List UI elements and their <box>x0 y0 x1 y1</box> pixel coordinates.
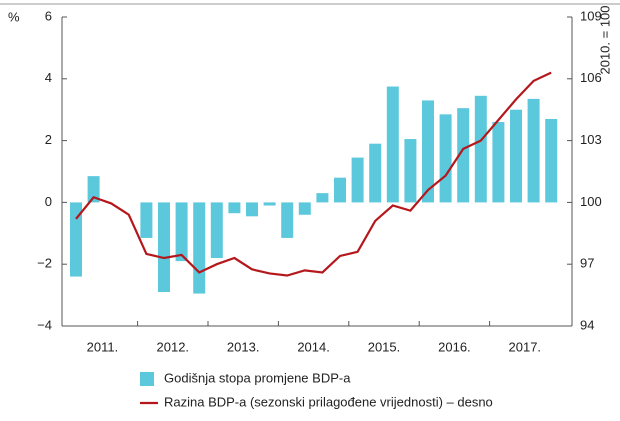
bar <box>457 108 470 203</box>
bar <box>281 202 294 238</box>
y2-tick-label: 94 <box>580 317 594 332</box>
y2-tick-label: 100 <box>580 194 602 209</box>
legend-swatch <box>140 372 154 386</box>
bar <box>386 86 399 203</box>
y2-tick-label: 109 <box>580 8 602 23</box>
bar <box>492 122 505 203</box>
bar <box>545 118 558 203</box>
x-year-label: 2014. <box>297 339 330 354</box>
bar <box>474 95 487 203</box>
x-year-label: 2011. <box>87 339 119 354</box>
y-unit: % <box>8 9 20 24</box>
y-tick-label: 0 <box>45 194 52 209</box>
y2-tick-label: 103 <box>580 132 602 147</box>
bar <box>404 139 417 203</box>
x-year-label: 2016. <box>438 339 471 354</box>
x-year-label: 2013. <box>227 339 260 354</box>
y-tick-label: 2 <box>45 132 52 147</box>
y-tick-label: 6 <box>45 8 52 23</box>
y-tick-label: 4 <box>45 70 52 85</box>
bar <box>158 202 170 293</box>
bar <box>193 202 206 294</box>
line <box>75 71 552 277</box>
bar <box>351 157 364 203</box>
bar <box>422 100 434 203</box>
bar <box>228 202 241 214</box>
bar <box>87 176 100 203</box>
bar <box>510 109 522 203</box>
x-year-label: 2012. <box>157 339 190 354</box>
legend-label: Godišnja stopa promjene BDP-a <box>164 370 351 385</box>
bar <box>316 193 329 203</box>
y-tick-label: −4 <box>37 317 52 332</box>
bar <box>263 202 276 206</box>
bar <box>334 177 346 203</box>
bar <box>246 202 258 217</box>
bar <box>527 98 540 203</box>
y2-unit: 2010. = 100 <box>597 5 612 74</box>
bar <box>210 202 223 259</box>
bar <box>70 202 82 277</box>
bar <box>140 202 153 238</box>
y2-tick-label: 97 <box>580 256 594 271</box>
y-tick-label: −2 <box>37 256 52 271</box>
bar <box>369 143 382 203</box>
y2-tick-label: 106 <box>580 70 602 85</box>
bar <box>175 202 188 262</box>
legend-label: Razina BDP-a (sezonski prilagođene vrije… <box>164 394 493 409</box>
x-year-label: 2017. <box>509 339 542 354</box>
bar <box>439 114 452 203</box>
bar <box>298 202 311 215</box>
x-year-label: 2015. <box>368 339 401 354</box>
